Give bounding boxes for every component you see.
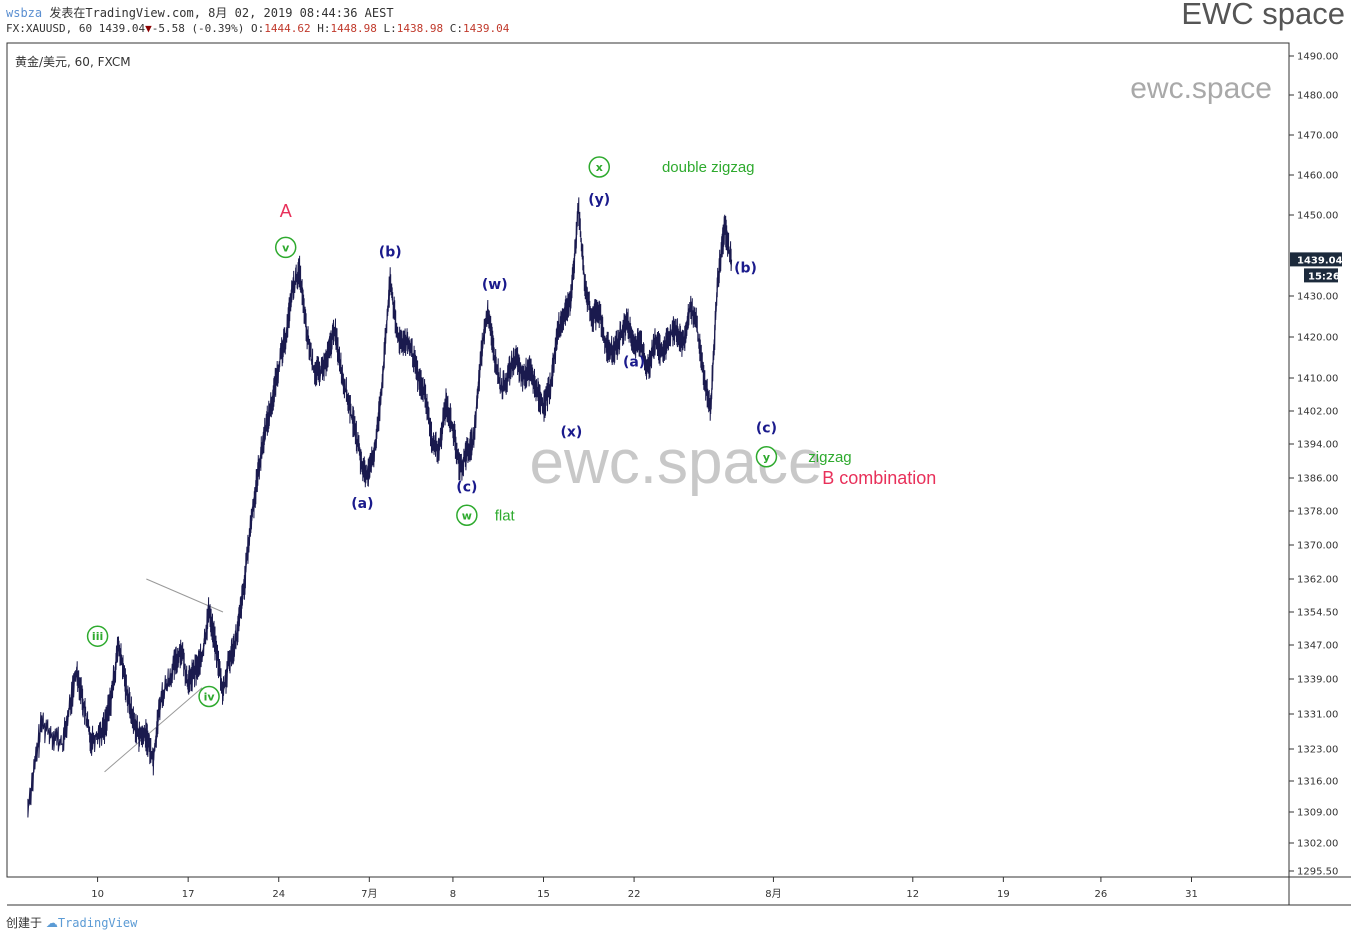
author-link[interactable]: wsbza: [6, 6, 43, 20]
x-tick-label: 24: [272, 889, 285, 900]
low-value: 1438.98: [396, 22, 444, 35]
wave-label: (c): [456, 479, 477, 495]
time-axis: 10 17 24 7月 8 15 22 8月 12 19 26 31: [91, 877, 1198, 900]
wave-label: B combination: [822, 468, 936, 488]
x-tick-label: 8: [450, 889, 456, 900]
y-tick-label: 1480.00: [1297, 91, 1338, 102]
y-tick-label: 1362.00: [1297, 575, 1338, 586]
wave-label: (x): [560, 425, 582, 441]
y-tick-label: 1470.00: [1297, 131, 1338, 142]
countdown-tag-bg: [1304, 268, 1338, 283]
ohlc-readout: FX:XAUUSD, 60 1439.04▼-5.58 (-0.39%) O:1…: [6, 22, 509, 35]
y-tick-label: 1490.00: [1297, 52, 1338, 63]
wave-label: (w): [482, 277, 508, 293]
y-tick-label: 1347.00: [1297, 641, 1338, 652]
wave-label: v: [282, 241, 290, 254]
wave-label: (y): [588, 192, 610, 208]
y-tick-label: 1302.00: [1297, 839, 1338, 850]
created-by-label: 创建于: [6, 916, 43, 930]
y-tick-label: 1420.00: [1297, 333, 1338, 344]
wave-circle: [588, 156, 610, 178]
wave-label: y: [763, 451, 770, 464]
tradingview-logo-icon: ☁: [45, 916, 58, 930]
y-tick-label: 1295.50: [1297, 867, 1338, 878]
close-value: 1439.04: [463, 22, 510, 35]
wave-label: A: [280, 201, 292, 221]
y-tick-label: 1410.00: [1297, 374, 1338, 385]
publish-info: wsbza 发表在TradingView.com, 8月 02, 2019 08…: [6, 4, 394, 21]
brand-watermark: EWC space: [1181, 0, 1345, 31]
wave-label: (b): [379, 244, 402, 260]
price-axis: 1490.00 1480.00 1470.00 1460.00 1450.00 1430.…: [1289, 52, 1343, 878]
close-label: C:: [449, 22, 463, 35]
y-tick-label: 1378.00: [1297, 507, 1338, 518]
y-tick-label: 1394.00: [1297, 440, 1338, 451]
high-value: 1448.98: [330, 22, 377, 35]
price-series: [27, 197, 733, 818]
y-tick-label: 1316.00: [1297, 777, 1338, 788]
last-price-tag-bg: [1290, 252, 1342, 267]
x-tick-label: 17: [182, 889, 195, 900]
open-label: O:: [251, 22, 265, 35]
x-tick-label: 31: [1185, 889, 1198, 900]
y-tick-label: 1370.00: [1297, 541, 1338, 552]
wave-label: double zigzag: [662, 159, 755, 176]
wave-label: x: [596, 161, 603, 174]
x-tick-label: 19: [997, 889, 1010, 900]
tradingview-logo[interactable]: TradingView: [57, 916, 138, 930]
down-arrow-icon: ▼: [145, 22, 152, 35]
low-label: L:: [383, 22, 397, 35]
y-tick-label: 1331.00: [1297, 710, 1338, 721]
y-tick-label: 1386.00: [1297, 474, 1338, 485]
x-tick-label: 26: [1095, 889, 1108, 900]
y-tick-label: 1309.00: [1297, 808, 1338, 819]
wave-label: zigzag: [808, 449, 851, 466]
wave-annotations: iii iv v A (a) (b) (c) w flat (w) (x) (y) x double zi…: [86, 156, 936, 708]
wave-circle: [86, 625, 109, 647]
watermark-small: ewc.space: [1130, 72, 1272, 105]
y-tick-label: 1323.00: [1297, 745, 1338, 756]
y-tick-label: 1402.00: [1297, 407, 1338, 418]
x-tick-label: 22: [628, 889, 641, 900]
publish-text: 发表在TradingView.com, 8月 02, 2019 08:44:36…: [49, 6, 394, 20]
change-value: -5.58 (-0.39%): [151, 22, 245, 35]
symbol-label: FX:XAUUSD, 60: [6, 22, 93, 35]
wave-circle: [274, 236, 297, 259]
lower-trendline: [104, 687, 203, 773]
x-tick-label: 8月: [765, 888, 781, 900]
x-tick-label: 10: [91, 889, 104, 900]
y-tick-label: 1430.00: [1297, 292, 1338, 303]
x-tick-label: 12: [906, 889, 919, 900]
wave-label: w: [462, 509, 472, 522]
high-label: H:: [317, 22, 331, 35]
y-tick-label: 1354.50: [1297, 608, 1338, 619]
wave-label: iii: [92, 630, 103, 643]
x-tick-label: 15: [537, 889, 550, 900]
wave-circle: [755, 446, 778, 468]
last-price: 1439.04: [98, 22, 146, 35]
last-price-tag: 1439.04: [1297, 255, 1343, 266]
price-line: [27, 197, 733, 818]
countdown-tag: 15:26: [1308, 271, 1340, 282]
wave-label: flat: [495, 507, 516, 524]
open-value: 1444.62: [264, 22, 311, 35]
upper-trendline: [146, 578, 224, 613]
y-tick-label: 1339.00: [1297, 675, 1338, 686]
wave-label: iv: [204, 691, 216, 704]
wave-label: (c): [756, 421, 777, 437]
wave-label: (b): [734, 261, 757, 277]
footer: 创建于 ☁TradingView: [6, 914, 137, 931]
wave-label: (a): [351, 496, 373, 512]
wave-circle: [456, 504, 478, 526]
chart-title: 黄金/美元, 60, FXCM: [15, 54, 131, 69]
wave-circle: [198, 685, 220, 708]
y-tick-label: 1450.00: [1297, 211, 1338, 222]
x-tick-label: 7月: [361, 888, 377, 900]
y-tick-label: 1460.00: [1297, 171, 1338, 182]
wave-label: (a): [623, 355, 645, 371]
